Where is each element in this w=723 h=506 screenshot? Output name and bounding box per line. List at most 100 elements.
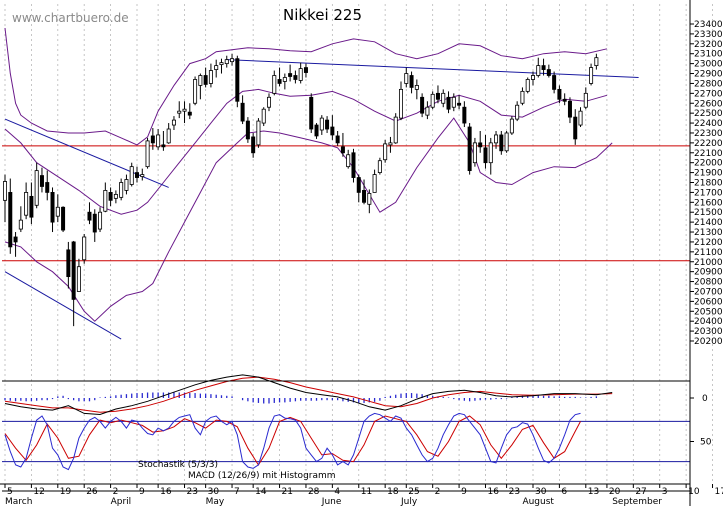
candle	[314, 123, 319, 139]
candle	[472, 137, 477, 167]
x-day-label: 13	[588, 487, 599, 497]
price-tick-label: 22700	[694, 89, 723, 99]
price-tick-label: 21200	[694, 238, 723, 248]
candle	[404, 67, 409, 88]
candle	[245, 117, 250, 143]
candle-body	[573, 116, 578, 140]
candle	[531, 71, 536, 86]
candle	[108, 187, 113, 207]
candle	[536, 57, 541, 78]
candle	[272, 70, 277, 96]
candle-body	[18, 219, 23, 230]
candle	[177, 101, 182, 119]
candle	[504, 130, 509, 153]
candle-body	[509, 118, 514, 134]
candle-body	[82, 236, 87, 261]
candle	[171, 116, 176, 130]
candle-body	[156, 134, 161, 148]
candle	[235, 55, 240, 108]
candle-body	[488, 142, 493, 164]
candle	[55, 194, 60, 223]
price-tick-label: 21600	[694, 198, 723, 208]
candle	[362, 179, 367, 205]
candle-body	[245, 120, 250, 140]
candle-body	[187, 111, 192, 116]
candle	[13, 232, 18, 257]
candle	[340, 132, 345, 157]
candle	[377, 157, 382, 175]
x-day-label: 30	[208, 487, 220, 497]
candle-body	[372, 174, 377, 193]
x-month-label: June	[321, 497, 342, 506]
candle	[240, 95, 245, 125]
candle	[546, 64, 551, 78]
candle-body	[446, 96, 451, 110]
watermark: www.chartbuero.de	[12, 11, 129, 25]
candle-body	[108, 192, 113, 201]
candle-body	[589, 67, 594, 84]
candle	[256, 118, 261, 148]
x-day-label: 12	[33, 487, 44, 497]
candle-body	[50, 192, 55, 223]
candle-body	[251, 136, 256, 154]
candle-body	[166, 128, 171, 144]
price-tick-label: 20300	[694, 327, 723, 337]
candle-body	[330, 126, 335, 136]
x-day-label: 27	[635, 487, 646, 497]
candle-body	[409, 75, 414, 88]
price-tick-label: 20600	[694, 297, 723, 307]
candle-body	[309, 96, 314, 130]
candle-body	[219, 62, 224, 66]
candle-body	[92, 213, 97, 233]
candle-body	[230, 58, 235, 63]
candle	[573, 109, 578, 145]
candle	[335, 130, 340, 146]
macd-label: MACD (12/26/9) mit Histogramm	[188, 471, 336, 481]
candle-body	[193, 79, 198, 104]
candle	[24, 182, 29, 220]
candle	[562, 93, 567, 106]
price-tick-label: 22200	[694, 139, 723, 149]
price-tick-label: 22900	[694, 70, 723, 80]
x-day-label: 3	[662, 487, 668, 497]
candle	[298, 62, 303, 84]
candle	[129, 162, 134, 187]
x-month-label: July	[400, 497, 418, 506]
candle	[251, 132, 256, 158]
candle-body	[55, 206, 60, 217]
candle	[161, 130, 166, 151]
x-day-label: 20	[609, 487, 621, 497]
candle	[18, 206, 23, 233]
candle-body	[87, 211, 92, 221]
candle	[39, 167, 44, 193]
candle	[525, 77, 530, 94]
candle	[140, 168, 145, 181]
x-day-label: 7	[234, 487, 240, 497]
candle-body	[562, 98, 567, 102]
candle-body	[351, 152, 356, 178]
candle	[483, 134, 488, 169]
price-tick-label: 21500	[694, 208, 723, 218]
candle	[92, 209, 97, 242]
candle-body	[8, 192, 13, 248]
candle	[409, 71, 414, 94]
candle	[325, 116, 330, 133]
candle-body	[451, 96, 456, 108]
price-tick-label: 21800	[694, 179, 723, 189]
candle-body	[567, 100, 572, 118]
candle	[198, 73, 203, 100]
x-day-label: 16	[160, 487, 172, 497]
candle-body	[13, 236, 18, 243]
candle-body	[583, 92, 588, 108]
candle-body	[98, 211, 103, 230]
candle	[425, 101, 430, 120]
candle-body	[208, 70, 213, 84]
candle-body	[340, 146, 345, 154]
price-tick-label: 21700	[694, 188, 723, 198]
candle-body	[113, 193, 118, 199]
candle	[351, 148, 356, 183]
candle-body	[277, 79, 282, 84]
chart-title: Nikkei 225	[283, 6, 362, 24]
candle	[224, 55, 229, 68]
price-tick-label: 23100	[694, 50, 723, 60]
